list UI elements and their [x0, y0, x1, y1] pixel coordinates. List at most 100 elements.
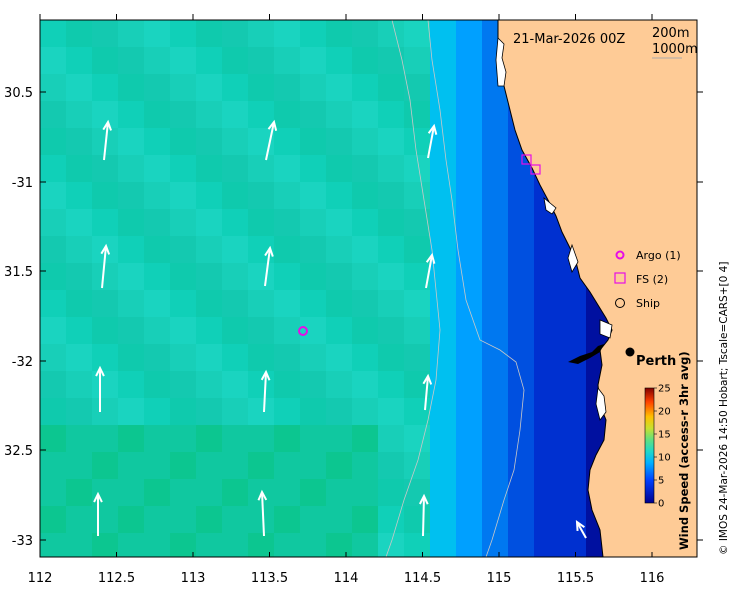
- wind-cell: [430, 452, 457, 480]
- wind-cell: [66, 263, 93, 291]
- wind-cell: [274, 344, 301, 372]
- wind-cell: [508, 317, 535, 345]
- wind-cell: [300, 236, 327, 264]
- wind-arrow-head: [95, 365, 105, 377]
- wind-cell: [378, 101, 405, 129]
- wind-arrow-head: [264, 245, 274, 257]
- wind-cell: [274, 182, 301, 210]
- wind-cell: [222, 128, 249, 156]
- wind-cell: [560, 398, 587, 426]
- estuary: [568, 344, 604, 364]
- wind-cell: [456, 533, 483, 557]
- wind-cell: [170, 452, 197, 480]
- wind-cell: [248, 47, 275, 75]
- x-tick-label: 114: [334, 571, 359, 586]
- wind-cell: [404, 533, 431, 557]
- wind-cell: [118, 209, 145, 237]
- wind-cell: [274, 209, 301, 237]
- wind-cell: [196, 371, 223, 399]
- wind-cell: [222, 560, 249, 588]
- wind-cell: [144, 425, 171, 453]
- wind-cell: [248, 371, 275, 399]
- wind-cell: [196, 533, 223, 557]
- wind-arrow-head: [427, 123, 438, 135]
- wind-cell: [378, 236, 405, 264]
- wind-cell: [66, 101, 93, 129]
- wind-cell: [482, 290, 509, 318]
- wind-cell: [40, 47, 67, 75]
- wind-cell: [378, 155, 405, 183]
- fs-marker[interactable]: [521, 154, 532, 165]
- wind-cell: [222, 533, 249, 557]
- wind-cell: [92, 182, 119, 210]
- wind-cell: [378, 290, 405, 318]
- y-tick-label: -32: [12, 355, 33, 370]
- wind-cell: [404, 344, 431, 372]
- wind-cell: [118, 506, 145, 534]
- wind-cell: [326, 371, 353, 399]
- wind-cell: [196, 209, 223, 237]
- wind-cell: [430, 398, 457, 426]
- argo-float-marker[interactable]: [298, 326, 308, 336]
- wind-cell: [196, 479, 223, 507]
- wind-cell: [170, 101, 197, 129]
- wind-cell: [196, 425, 223, 453]
- wind-cell: [222, 155, 249, 183]
- wind-cell: [352, 209, 379, 237]
- wind-cell: [430, 425, 457, 453]
- wind-cell: [40, 317, 67, 345]
- wind-cell: [222, 182, 249, 210]
- wind-cell: [66, 20, 93, 48]
- wind-cell: [274, 452, 301, 480]
- wind-cell: [352, 452, 379, 480]
- wind-cell: [508, 209, 535, 237]
- wind-cell: [66, 182, 93, 210]
- x-tick-label: 115.5: [557, 571, 594, 586]
- wind-cell: [352, 479, 379, 507]
- wind-cell: [144, 452, 171, 480]
- wind-cell: [300, 47, 327, 75]
- fs-marker[interactable]: [530, 164, 541, 175]
- y-tick-label: -33: [12, 534, 33, 549]
- wind-cell: [170, 47, 197, 75]
- wind-cell: [40, 101, 67, 129]
- wind-cell: [144, 128, 171, 156]
- wind-cell: [144, 398, 171, 426]
- wind-cell: [144, 47, 171, 75]
- wind-cell: [222, 101, 249, 129]
- wind-cell: [508, 182, 535, 210]
- wind-cell: [222, 371, 249, 399]
- wind-arrow-head: [260, 369, 271, 381]
- coastal-shallows: [599, 319, 613, 339]
- legend-fs-label: FS (2): [636, 273, 668, 286]
- contour-200m: [427, 20, 525, 557]
- wind-cell: [326, 452, 353, 480]
- wind-cell: [170, 155, 197, 183]
- wind-cell: [482, 182, 509, 210]
- wind-cell: [274, 398, 301, 426]
- wind-cell: [40, 236, 67, 264]
- x-tick-label: 113.5: [251, 571, 288, 586]
- wind-cell: [326, 128, 353, 156]
- city-marker[interactable]: [625, 347, 635, 357]
- wind-cell: [534, 452, 561, 480]
- wind-cell: [274, 263, 301, 291]
- wind-cell: [378, 263, 405, 291]
- wind-cell: [456, 101, 483, 129]
- colorbar-tick-label: 0: [658, 499, 664, 510]
- wind-cell: [430, 20, 457, 48]
- wind-cell: [248, 74, 275, 102]
- wind-cell: [352, 128, 379, 156]
- wind-cell: [118, 533, 145, 557]
- wind-cell: [118, 155, 145, 183]
- wind-cell: [508, 344, 535, 372]
- wind-cell: [508, 506, 535, 534]
- wind-cell: [92, 533, 119, 557]
- wind-cell: [560, 317, 587, 345]
- wind-cell: [248, 452, 275, 480]
- wind-cell: [66, 452, 93, 480]
- wind-cell: [40, 344, 67, 372]
- x-tick-label: 115: [487, 571, 512, 586]
- x-tick-label: 116: [640, 571, 665, 586]
